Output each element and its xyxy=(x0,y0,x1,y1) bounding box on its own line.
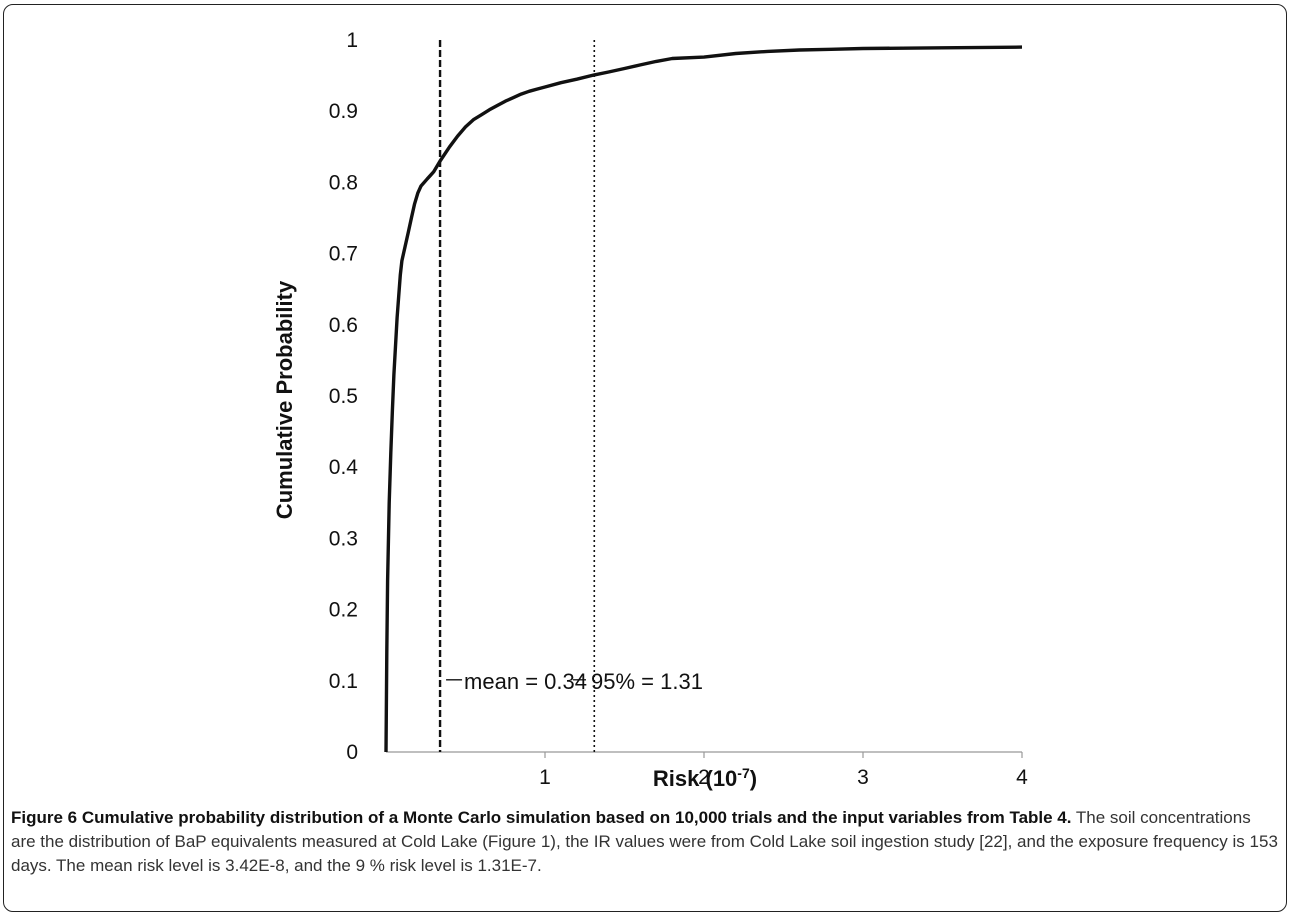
y-tick-label: 0.4 xyxy=(329,456,359,479)
p95-label: 95% = 1.31 xyxy=(591,669,703,694)
axes xyxy=(386,751,1023,758)
y-tick-label: 0.8 xyxy=(329,171,358,194)
y-tick-label: 0.3 xyxy=(329,527,358,550)
y-tick-label: 0 xyxy=(346,741,358,764)
cumulative-probability-chart: 0 0.1 0.2 0.3 0.4 0.5 0.6 0.7 0.8 0.9 1 1 2 3 4 mean … xyxy=(272,29,1028,791)
y-tick-label: 0.6 xyxy=(329,314,358,337)
x-tick-labels: 1 2 3 4 xyxy=(539,766,1028,789)
figure-frame xyxy=(3,4,1287,912)
caption-lead: Figure 6 Cumulative probability distribu… xyxy=(11,808,1072,827)
y-tick-labels: 0 0.1 0.2 0.3 0.4 0.5 0.6 0.7 0.8 0.9 1 xyxy=(329,29,359,764)
reference-lines xyxy=(438,40,596,752)
x-axis-title: Risk (10-7) xyxy=(653,765,757,791)
y-tick-label: 0.7 xyxy=(329,243,358,266)
y-tick-label: 0.1 xyxy=(329,670,358,693)
y-tick-label: 0.2 xyxy=(329,599,358,622)
cdf-series-line xyxy=(384,45,1023,753)
x-tick-label: 2 xyxy=(698,766,710,789)
x-tick-label: 1 xyxy=(539,766,551,789)
y-tick-label: 0.5 xyxy=(329,385,358,408)
y-axis-title: Cumulative Probability xyxy=(272,280,297,519)
y-tick-label: 1 xyxy=(346,29,358,52)
series-group xyxy=(384,45,1023,753)
mean-label: mean = 0.34 xyxy=(464,669,587,694)
x-tick-label: 4 xyxy=(1016,766,1028,789)
caption-body: The soil concentrations are the distribu… xyxy=(11,808,1278,875)
y-tick-label: 0.9 xyxy=(329,100,358,123)
figure-caption: Figure 6 Cumulative probability distribu… xyxy=(11,806,1279,878)
reference-line-labels: mean = 0.34 95% = 1.31 xyxy=(446,669,703,694)
x-tick-label: 3 xyxy=(857,766,869,789)
